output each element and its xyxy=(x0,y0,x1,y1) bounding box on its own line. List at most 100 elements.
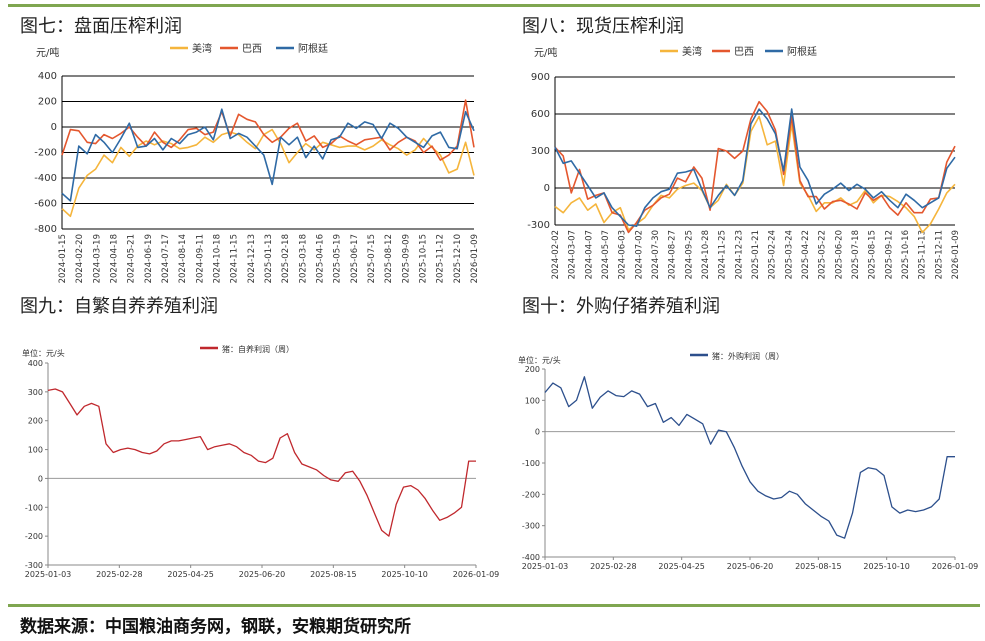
x-tick-label: 2024-02-02 xyxy=(551,230,561,279)
x-tick-label: 2025-02-18 xyxy=(281,234,291,283)
x-tick-label: 2025-01-21 xyxy=(751,230,761,279)
y-tick-label: -200 xyxy=(522,490,540,499)
x-tick-label: 2025-08-15 xyxy=(868,230,878,279)
x-tick-label: 2025-10-10 xyxy=(863,562,910,571)
x-tick-label: 2024-12-13 xyxy=(247,234,257,283)
y-tick-label: 400 xyxy=(38,71,57,82)
y-tick-label: 900 xyxy=(531,72,550,83)
x-tick-label: 2025-07-18 xyxy=(851,230,861,279)
legend-label-ar: 阿根廷 xyxy=(298,42,328,55)
y-tick-label: 400 xyxy=(28,359,43,368)
x-tick-label: 2025-03-18 xyxy=(298,234,308,283)
x-tick-label: 2024-06-03 xyxy=(618,230,628,279)
x-tick-label: 2024-05-21 xyxy=(127,234,137,283)
x-tick-label: 2024-01-15 xyxy=(58,234,68,283)
legend-label-us: 美湾 xyxy=(192,42,212,55)
legend-label-us: 美湾 xyxy=(682,45,702,58)
x-tick-label: 2025-04-16 xyxy=(316,234,326,283)
x-tick-label: 2025-08-12 xyxy=(384,234,394,283)
legend-label-pig: 猪：自养利润（周） xyxy=(222,344,294,354)
series-line-us xyxy=(554,115,956,234)
x-tick-label: 2025-08-15 xyxy=(310,570,357,579)
x-tick-label: 2024-11-25 xyxy=(718,230,728,279)
x-tick-label: 2025-11-13 xyxy=(918,230,928,279)
x-tick-label: 2025-07-15 xyxy=(367,234,377,283)
x-tick-label: 2024-05-07 xyxy=(601,230,611,279)
x-tick-label: 2025-06-20 xyxy=(239,570,286,579)
y-tick-label: 600 xyxy=(531,109,550,120)
x-tick-label: 2024-12-23 xyxy=(734,230,744,279)
x-tick-label: 2025-02-28 xyxy=(96,570,143,579)
x-tick-label: 2025-10-16 xyxy=(901,230,911,279)
y-unit-label: 单位：元/头 xyxy=(22,348,65,358)
y-tick-label: 300 xyxy=(28,388,43,397)
x-tick-label: 2025-06-20 xyxy=(834,230,844,279)
legend-label-br: 巴西 xyxy=(242,43,262,55)
series-line-us xyxy=(61,128,475,218)
x-tick-label: 2025-12-10 xyxy=(453,234,463,283)
x-tick-label: 2024-03-19 xyxy=(92,234,102,283)
series-line-ar xyxy=(61,108,475,202)
x-tick-label: 2025-01-13 xyxy=(264,234,274,283)
y-tick-label: -300 xyxy=(25,561,43,570)
y-tick-label: 200 xyxy=(38,97,57,108)
x-tick-label: 2024-08-27 xyxy=(668,230,678,279)
series-line-buy xyxy=(544,376,955,539)
x-tick-label: 2026-01-09 xyxy=(932,562,979,571)
top-divider xyxy=(8,4,980,7)
x-tick-label: 2025-11-12 xyxy=(436,234,446,283)
x-tick-label: 2024-07-17 xyxy=(161,234,171,283)
fig10-title: 图十：外购仔猪养殖利润 xyxy=(522,296,720,317)
x-tick-label: 2025-03-24 xyxy=(784,230,794,279)
y-tick-label: 0 xyxy=(38,474,43,483)
y-tick-label: -200 xyxy=(34,148,57,159)
x-tick-label: 2026-01-09 xyxy=(453,570,500,579)
x-tick-label: 2025-04-25 xyxy=(167,570,214,579)
x-tick-label: 2024-04-18 xyxy=(110,234,120,283)
y-tick-label: -800 xyxy=(34,224,57,235)
series-line-ar xyxy=(554,108,956,227)
legend-label-ar: 阿根廷 xyxy=(787,45,817,58)
x-tick-label: 2025-08-15 xyxy=(795,562,842,571)
y-unit-label: 单位：元/头 xyxy=(518,355,561,365)
x-tick-label: 2024-09-11 xyxy=(195,234,205,283)
x-tick-label: 2024-04-07 xyxy=(584,230,594,279)
fig7-title: 图七：盘面压榨利润 xyxy=(20,16,182,37)
x-tick-label: 2024-06-19 xyxy=(144,234,154,283)
x-tick-label: 2025-09-09 xyxy=(401,234,411,283)
y-tick-label: -400 xyxy=(34,173,57,184)
x-tick-label: 2025-01-03 xyxy=(522,562,569,571)
x-tick-label: 2024-07-30 xyxy=(651,230,661,279)
x-tick-label: 2024-02-20 xyxy=(75,234,85,283)
y-tick-label: 200 xyxy=(525,365,540,374)
legend-label-buy: 猪：外购利润（周） xyxy=(712,351,784,361)
y-tick-label: 0 xyxy=(544,183,550,194)
x-tick-label: 2026-01-09 xyxy=(951,230,961,279)
x-tick-label: 2025-10-10 xyxy=(381,570,428,579)
x-tick-label: 2025-05-19 xyxy=(333,234,343,283)
y-unit-label: 元/吨 xyxy=(534,46,557,59)
y-tick-label: 100 xyxy=(28,446,43,455)
source-note: 数据来源：中国粮油商务网，钢联，安粮期货研究所 xyxy=(20,617,411,637)
fig8-title: 图八：现货压榨利润 xyxy=(522,16,684,37)
x-tick-label: 2025-02-28 xyxy=(590,562,637,571)
y-tick-label: 300 xyxy=(531,146,550,157)
x-tick-label: 2024-08-14 xyxy=(178,234,188,283)
x-tick-label: 2024-09-25 xyxy=(684,230,694,279)
y-tick-label: -100 xyxy=(25,503,43,512)
y-tick-label: 200 xyxy=(28,417,43,426)
x-tick-label: 2024-03-07 xyxy=(568,230,578,279)
y-tick-label: 100 xyxy=(525,396,540,405)
y-tick-label: -300 xyxy=(522,522,540,531)
series-line-pig xyxy=(47,388,476,537)
x-tick-label: 2025-01-03 xyxy=(25,570,72,579)
x-tick-label: 2025-02-24 xyxy=(768,230,778,279)
x-tick-label: 2024-10-18 xyxy=(213,234,223,283)
y-tick-label: -200 xyxy=(25,532,43,541)
x-tick-label: 2026-01-09 xyxy=(470,234,480,283)
x-tick-label: 2025-06-20 xyxy=(727,562,774,571)
y-tick-label: -100 xyxy=(522,459,540,468)
